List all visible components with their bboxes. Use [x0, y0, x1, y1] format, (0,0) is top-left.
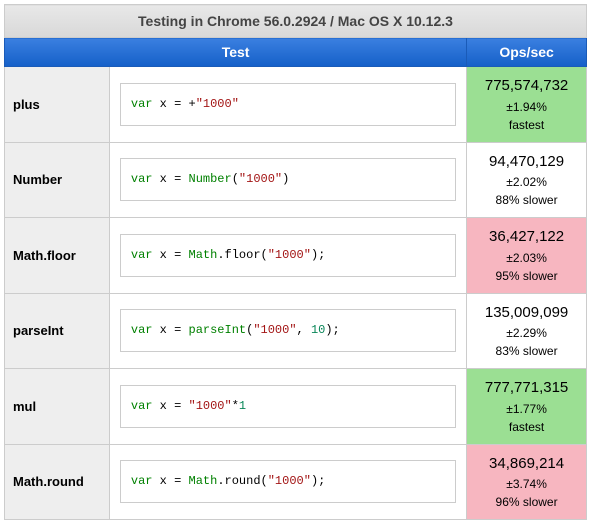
code-fn: Math: [189, 248, 218, 262]
ops-note: 83% slower: [473, 342, 580, 360]
code-text: );: [325, 323, 339, 337]
code-text: .round(: [217, 474, 267, 488]
ops-value: 34,869,214: [473, 453, 580, 476]
code-kw: var: [131, 248, 153, 262]
benchmark-table: Testing in Chrome 56.0.2924 / Mac OS X 1…: [4, 4, 587, 520]
ops-note: fastest: [473, 116, 580, 134]
code-block: var x = "1000"*1: [120, 385, 456, 428]
code-block: var x = Number("1000"): [120, 158, 456, 201]
test-name: Math.round: [5, 444, 110, 520]
code-cell: var x = +"1000": [109, 67, 466, 143]
code-fn: Number: [189, 172, 232, 186]
code-cell: var x = Number("1000"): [109, 142, 466, 218]
code-text: .floor(: [217, 248, 267, 262]
test-name: mul: [5, 369, 110, 445]
ops-note: 95% slower: [473, 267, 580, 285]
ops-value: 135,009,099: [473, 302, 580, 325]
ops-error: ±2.02%: [473, 173, 580, 191]
code-text: x =: [152, 248, 188, 262]
code-kw: var: [131, 97, 153, 111]
code-str: "1000": [253, 323, 296, 337]
code-kw: var: [131, 474, 153, 488]
code-text: ,: [297, 323, 311, 337]
table-row: mulvar x = "1000"*1777,771,315±1.77%fast…: [5, 369, 587, 445]
code-text: x =: [152, 474, 188, 488]
code-cell: var x = "1000"*1: [109, 369, 466, 445]
ops-error: ±2.03%: [473, 249, 580, 267]
test-name: Number: [5, 142, 110, 218]
code-cell: var x = Math.floor("1000");: [109, 218, 466, 294]
code-num: 10: [311, 323, 325, 337]
code-str: "1000": [189, 399, 232, 413]
test-name: plus: [5, 67, 110, 143]
code-str: "1000": [268, 474, 311, 488]
code-block: var x = parseInt("1000", 10);: [120, 309, 456, 352]
code-kw: var: [131, 323, 153, 337]
ops-value: 775,574,732: [473, 75, 580, 98]
code-text: x =: [152, 323, 188, 337]
code-str: "1000": [268, 248, 311, 262]
code-text: ): [282, 172, 289, 186]
table-caption: Testing in Chrome 56.0.2924 / Mac OS X 1…: [5, 5, 587, 38]
code-text: x =: [152, 172, 188, 186]
code-text: );: [311, 474, 325, 488]
ops-error: ±2.29%: [473, 324, 580, 342]
code-cell: var x = parseInt("1000", 10);: [109, 293, 466, 369]
ops-value: 777,771,315: [473, 377, 580, 400]
header-row: Test Ops/sec: [5, 38, 587, 67]
code-text: x =: [152, 399, 188, 413]
header-test: Test: [5, 38, 467, 67]
code-text: (: [232, 172, 239, 186]
ops-note: fastest: [473, 418, 580, 436]
ops-cell: 777,771,315±1.77%fastest: [467, 369, 587, 445]
code-text: );: [311, 248, 325, 262]
table-row: Math.roundvar x = Math.round("1000");34,…: [5, 444, 587, 520]
ops-cell: 36,427,122±2.03%95% slower: [467, 218, 587, 294]
code-text: x = +: [152, 97, 195, 111]
ops-error: ±1.77%: [473, 400, 580, 418]
ops-cell: 94,470,129±2.02%88% slower: [467, 142, 587, 218]
code-block: var x = Math.floor("1000");: [120, 234, 456, 277]
ops-cell: 34,869,214±3.74%96% slower: [467, 444, 587, 520]
table-row: Math.floorvar x = Math.floor("1000");36,…: [5, 218, 587, 294]
code-fn: parseInt: [189, 323, 247, 337]
code-cell: var x = Math.round("1000");: [109, 444, 466, 520]
code-num: 1: [239, 399, 246, 413]
code-text: *: [232, 399, 239, 413]
ops-error: ±3.74%: [473, 475, 580, 493]
test-name: Math.floor: [5, 218, 110, 294]
ops-note: 88% slower: [473, 191, 580, 209]
header-ops: Ops/sec: [467, 38, 587, 67]
ops-value: 94,470,129: [473, 151, 580, 174]
code-kw: var: [131, 399, 153, 413]
code-block: var x = Math.round("1000");: [120, 460, 456, 503]
ops-error: ±1.94%: [473, 98, 580, 116]
table-row: parseIntvar x = parseInt("1000", 10); 135…: [5, 293, 587, 369]
code-str: "1000": [239, 172, 282, 186]
ops-cell: 775,574,732±1.94%fastest: [467, 67, 587, 143]
code-block: var x = +"1000": [120, 83, 456, 126]
ops-value: 36,427,122: [473, 226, 580, 249]
ops-note: 96% slower: [473, 493, 580, 511]
code-str: "1000": [196, 97, 239, 111]
table-row: plusvar x = +"1000"775,574,732±1.94%fast…: [5, 67, 587, 143]
code-fn: Math: [189, 474, 218, 488]
test-name: parseInt: [5, 293, 110, 369]
ops-cell: 135,009,099±2.29%83% slower: [467, 293, 587, 369]
table-row: Numbervar x = Number("1000")94,470,129±2…: [5, 142, 587, 218]
code-kw: var: [131, 172, 153, 186]
